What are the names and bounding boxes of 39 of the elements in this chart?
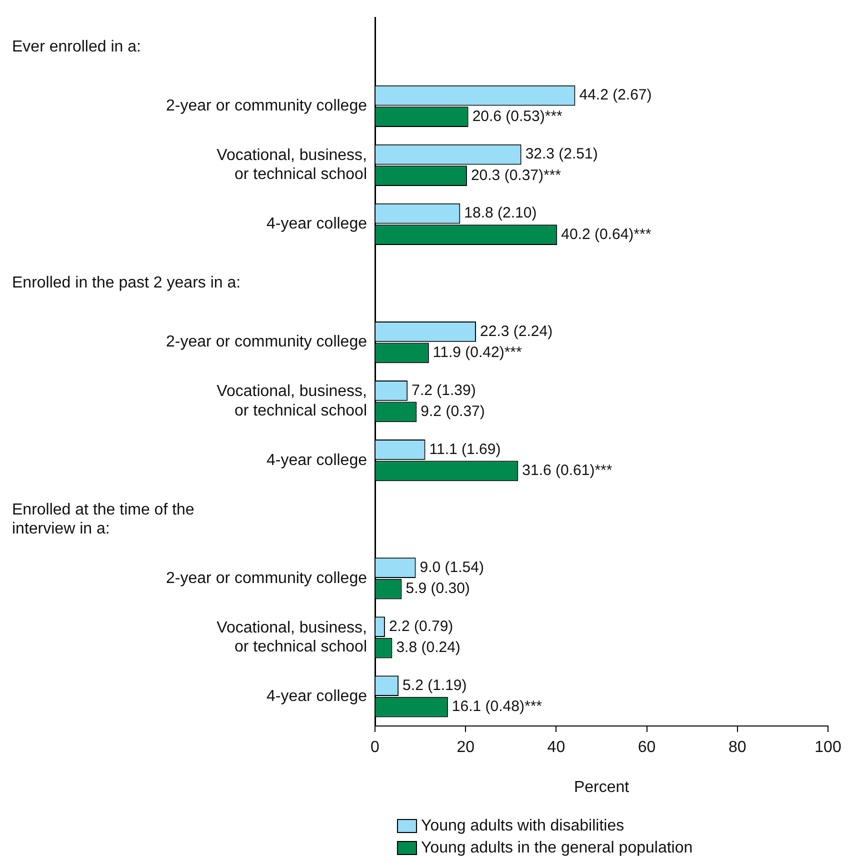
text: Ever enrolled in a: — [12, 38, 141, 56]
data-label: 22.3 (2.24) — [480, 322, 553, 340]
data-label: 5.2 (1.19) — [402, 677, 467, 694]
x-tick-label: 100 — [814, 739, 842, 756]
text: Enrolled at the time of the interview in a: — [12, 501, 194, 538]
x-tick-label: 80 — [728, 739, 746, 756]
data-label: 3.8 (0.24) — [396, 639, 460, 656]
text: Enrolled in the past 2 years in a: — [12, 274, 241, 292]
data-label: 7.2 (1.39) — [412, 382, 476, 399]
data-label: 18.8 (2.10) — [464, 204, 537, 222]
data-label: 9.0 (1.54) — [420, 558, 484, 576]
y-tick-label: 4-year college — [266, 452, 368, 469]
y-tick-label: Vocational, business, or technical school — [216, 619, 367, 656]
x-tick-label: 20 — [456, 739, 475, 756]
y-tick-label: 2-year or community college — [166, 570, 368, 587]
y-tick-label: 2-year or community college — [166, 98, 368, 115]
data-label: 32.3 (2.51) — [525, 146, 598, 163]
data-label: 16.1 (0.48)*** — [452, 698, 542, 716]
x-axis-title: Percent — [574, 778, 630, 796]
data-label: 20.3 (0.37)*** — [470, 166, 562, 184]
y-tick-label: Vocational, business, or technical school — [216, 383, 367, 420]
y-tick-label: 4-year college — [266, 688, 368, 705]
legend-label: Young adults in the general population — [421, 839, 693, 856]
data-label: 20.6 (0.53)*** — [472, 108, 563, 125]
y-tick-label: 4-year college — [266, 216, 368, 233]
data-label: 40.2 (0.64)*** — [561, 226, 652, 243]
data-label: 9.2 (0.37) — [420, 403, 485, 420]
legend-label: Young adults with disabilities — [421, 817, 624, 834]
data-label: 5.9 (0.30) — [406, 580, 470, 598]
x-tick-label: 0 — [370, 739, 380, 756]
data-label: 11.9 (0.42)*** — [432, 344, 522, 362]
data-label: 2.2 (0.79) — [388, 618, 454, 635]
y-tick-label: Vocational, business, or technical school — [216, 146, 367, 184]
data-label: 11.1 (1.69) — [429, 440, 501, 458]
y-tick-label: 2-year or community college — [166, 334, 368, 351]
data-label: 31.6 (0.61)*** — [522, 462, 612, 480]
x-tick-label: 40 — [547, 739, 566, 756]
data-label: 44.2 (2.67) — [579, 86, 652, 104]
x-tick-label: 60 — [638, 739, 656, 756]
